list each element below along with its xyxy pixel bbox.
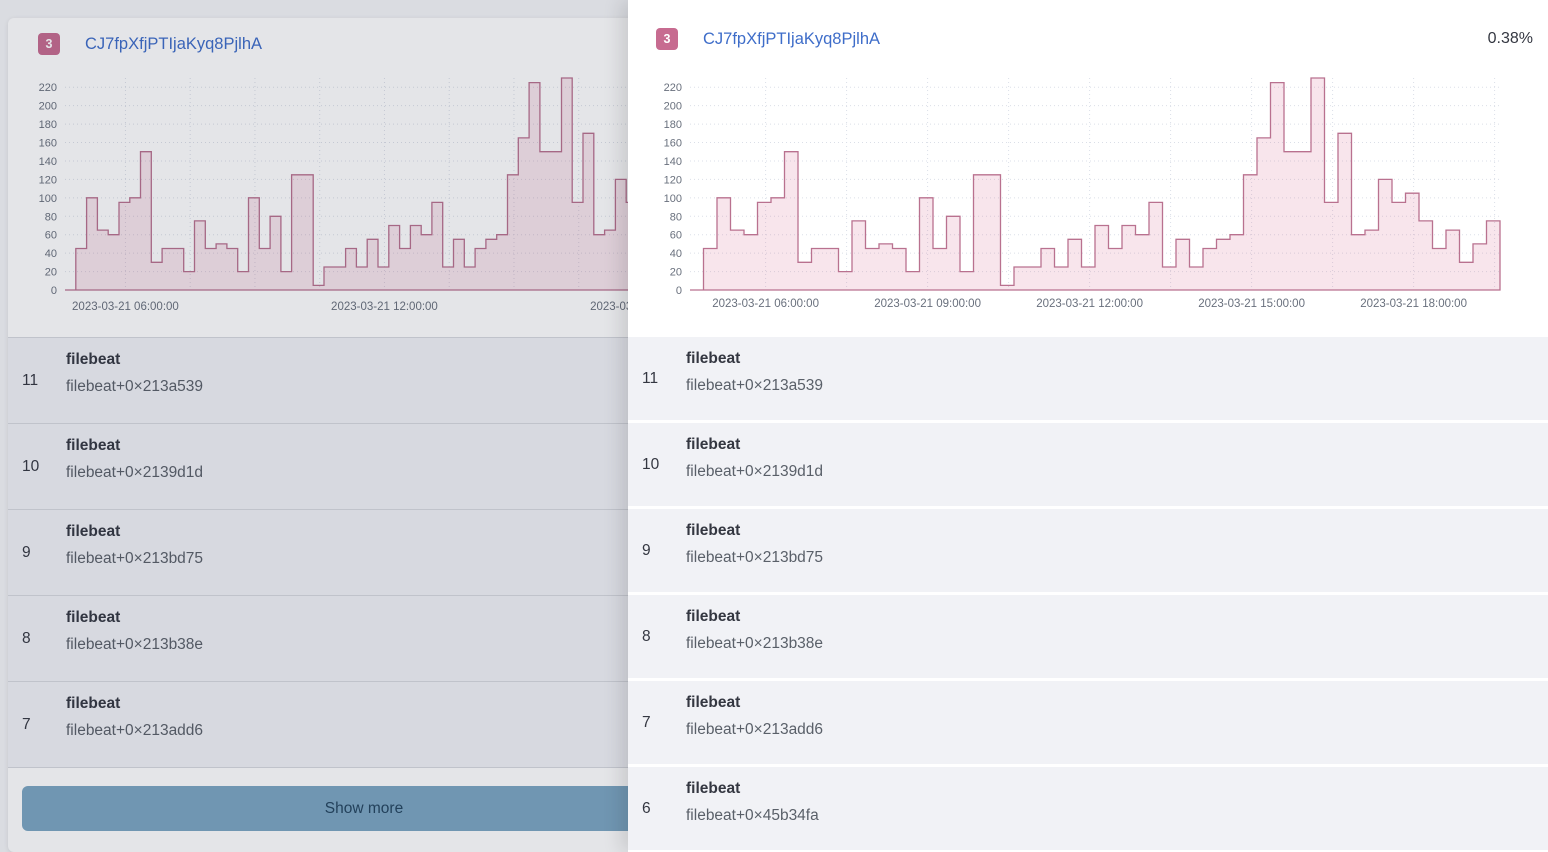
frame-rank: 11: [642, 369, 659, 387]
stack-frames-list: 11 filebeat filebeat+0×213a539 10 filebe…: [8, 337, 628, 768]
svg-text:40: 40: [45, 248, 57, 260]
frame-rank: 6: [642, 799, 651, 817]
frame-address: filebeat+0×213add6: [686, 721, 824, 738]
stack-frame-row[interactable]: 7 filebeat filebeat+0×213add6: [628, 681, 1548, 764]
svg-text:60: 60: [45, 230, 57, 242]
frame-name: filebeat: [686, 522, 741, 539]
svg-text:2023-03-21 09:00:00: 2023-03-21 09:00:00: [874, 298, 981, 310]
svg-text:180: 180: [39, 119, 57, 131]
frame-address: filebeat+0×213bd75: [66, 550, 204, 567]
svg-text:80: 80: [670, 211, 682, 223]
svg-text:220: 220: [664, 82, 682, 94]
frame-rank: 9: [642, 541, 651, 559]
svg-text:120: 120: [664, 174, 682, 186]
frame-name: filebeat: [66, 437, 121, 454]
frame-address: filebeat+0×2139d1d: [686, 463, 824, 480]
background-page: 3 CJ7fpXfjPTIjaKyq8PjlhA 0 20 40 60 80 100 120…: [0, 0, 628, 852]
frame-rank: 7: [642, 713, 651, 731]
frame-address: filebeat+0×213a539: [686, 377, 824, 394]
frame-name: filebeat: [66, 695, 121, 712]
svg-text:200: 200: [39, 101, 57, 113]
frame-name: filebeat: [686, 436, 741, 453]
svg-text:140: 140: [39, 156, 57, 168]
svg-text:2023-03-21 15:00:00: 2023-03-21 15:00:00: [1198, 298, 1305, 310]
frame-rank: 8: [22, 629, 31, 647]
stack-frame-row[interactable]: 11 filebeat filebeat+0×213a539: [628, 337, 1548, 420]
stack-frame-row[interactable]: 8 filebeat filebeat+0×213b38e: [628, 595, 1548, 678]
svg-text:0: 0: [51, 285, 57, 297]
svg-text:120: 120: [39, 174, 57, 186]
count-badge: 3: [38, 33, 60, 55]
frame-address: filebeat+0×2139d1d: [66, 464, 204, 481]
samples-histogram-chart[interactable]: 0 20 40 60 80 100 120 140 160 180 200 220 2023-03-21…: [8, 65, 628, 315]
stack-frame-row[interactable]: 8 filebeat filebeat+0×213b38e: [8, 595, 628, 681]
svg-text:20: 20: [45, 267, 57, 279]
function-title-link[interactable]: CJ7fpXfjPTIjaKyq8PjlhA: [703, 29, 880, 48]
samples-histogram-chart[interactable]: 0 20 40 60 80 100 120 140 160 180 200 220 2023-03-21…: [628, 58, 1540, 312]
svg-text:220: 220: [39, 82, 57, 94]
svg-text:2023-03-21 18:00:00: 2023-03-21 18:00:00: [1360, 298, 1467, 310]
frame-rank: 7: [22, 715, 31, 733]
frame-address: filebeat+0×213b38e: [66, 636, 204, 653]
svg-text:100: 100: [39, 193, 57, 205]
svg-text:2023-03-21 06:00:00: 2023-03-21 06:00:00: [712, 298, 819, 310]
svg-text:180: 180: [664, 119, 682, 131]
frame-name: filebeat: [66, 351, 121, 368]
stack-frame-row[interactable]: 6 filebeat filebeat+0×45b34fa: [628, 767, 1548, 850]
svg-text:60: 60: [670, 230, 682, 242]
samples-percentage: 0.38%: [1487, 30, 1533, 47]
frame-name: filebeat: [686, 608, 741, 625]
svg-text:2023-03-21 06:00:00: 2023-03-21 06:00:00: [72, 301, 179, 313]
frame-rank: 9: [22, 543, 31, 561]
chart-area: 0 20 40 60 80 100 120 140 160 180 200 220 2023-03-21…: [8, 65, 628, 315]
frame-address: filebeat+0×213bd75: [686, 549, 824, 566]
svg-text:140: 140: [664, 156, 682, 168]
function-title-link[interactable]: CJ7fpXfjPTIjaKyq8PjlhA: [85, 34, 262, 53]
stack-frame-row[interactable]: 9 filebeat filebeat+0×213bd75: [8, 509, 628, 595]
frame-name: filebeat: [66, 523, 121, 540]
svg-text:160: 160: [39, 138, 57, 150]
stack-frame-row[interactable]: 11 filebeat filebeat+0×213a539: [8, 337, 628, 423]
svg-text:40: 40: [670, 248, 682, 260]
svg-text:2023-03-21 12:00:00: 2023-03-21 12:00:00: [1036, 298, 1143, 310]
svg-text:20: 20: [670, 267, 682, 279]
frame-address: filebeat+0×45b34fa: [686, 807, 819, 824]
svg-text:2023-03-21 12:00:00: 2023-03-21 12:00:00: [331, 301, 438, 313]
frame-address: filebeat+0×213b38e: [686, 635, 824, 652]
svg-text:0: 0: [676, 285, 682, 297]
svg-text:160: 160: [664, 138, 682, 150]
frame-rank: 11: [22, 371, 39, 389]
function-samples-card: 3 CJ7fpXfjPTIjaKyq8PjlhA 0 20 40 60 80 100 120…: [8, 18, 628, 852]
chart-area: 0 20 40 60 80 100 120 140 160 180 200 220 2023-03-21…: [628, 58, 1548, 312]
frame-rank: 10: [22, 457, 40, 475]
show-more-button[interactable]: Show more: [22, 786, 628, 831]
frame-name: filebeat: [66, 609, 121, 626]
stack-frame-row[interactable]: 9 filebeat filebeat+0×213bd75: [628, 509, 1548, 592]
frame-rank: 10: [642, 455, 660, 473]
stack-frame-row[interactable]: 10 filebeat filebeat+0×2139d1d: [8, 423, 628, 509]
count-badge: 3: [656, 28, 678, 50]
frame-name: filebeat: [686, 350, 741, 367]
card-header: 3 CJ7fpXfjPTIjaKyq8PjlhA: [8, 18, 628, 65]
frame-name: filebeat: [686, 780, 741, 797]
frame-details-flyout: 3 CJ7fpXfjPTIjaKyq8PjlhA 0.38% 0 20 40 60 80…: [628, 0, 1548, 852]
frame-address: filebeat+0×213add6: [66, 722, 204, 739]
stack-frames-list: 11 filebeat filebeat+0×213a539 10 filebe…: [628, 337, 1548, 850]
flyout-backdrop[interactable]: [0, 0, 628, 852]
frame-name: filebeat: [686, 694, 741, 711]
stack-frame-row[interactable]: 10 filebeat filebeat+0×2139d1d: [628, 423, 1548, 506]
frame-address: filebeat+0×213a539: [66, 378, 204, 395]
frame-rank: 8: [642, 627, 651, 645]
svg-text:2023-03-21 18:00:00: 2023-03-21 18:00:00: [590, 301, 628, 313]
svg-text:100: 100: [664, 193, 682, 205]
svg-text:200: 200: [664, 101, 682, 113]
flyout-header: 3 CJ7fpXfjPTIjaKyq8PjlhA 0.38%: [628, 0, 1548, 58]
stack-frame-row[interactable]: 7 filebeat filebeat+0×213add6: [8, 681, 628, 768]
svg-text:80: 80: [45, 211, 57, 223]
